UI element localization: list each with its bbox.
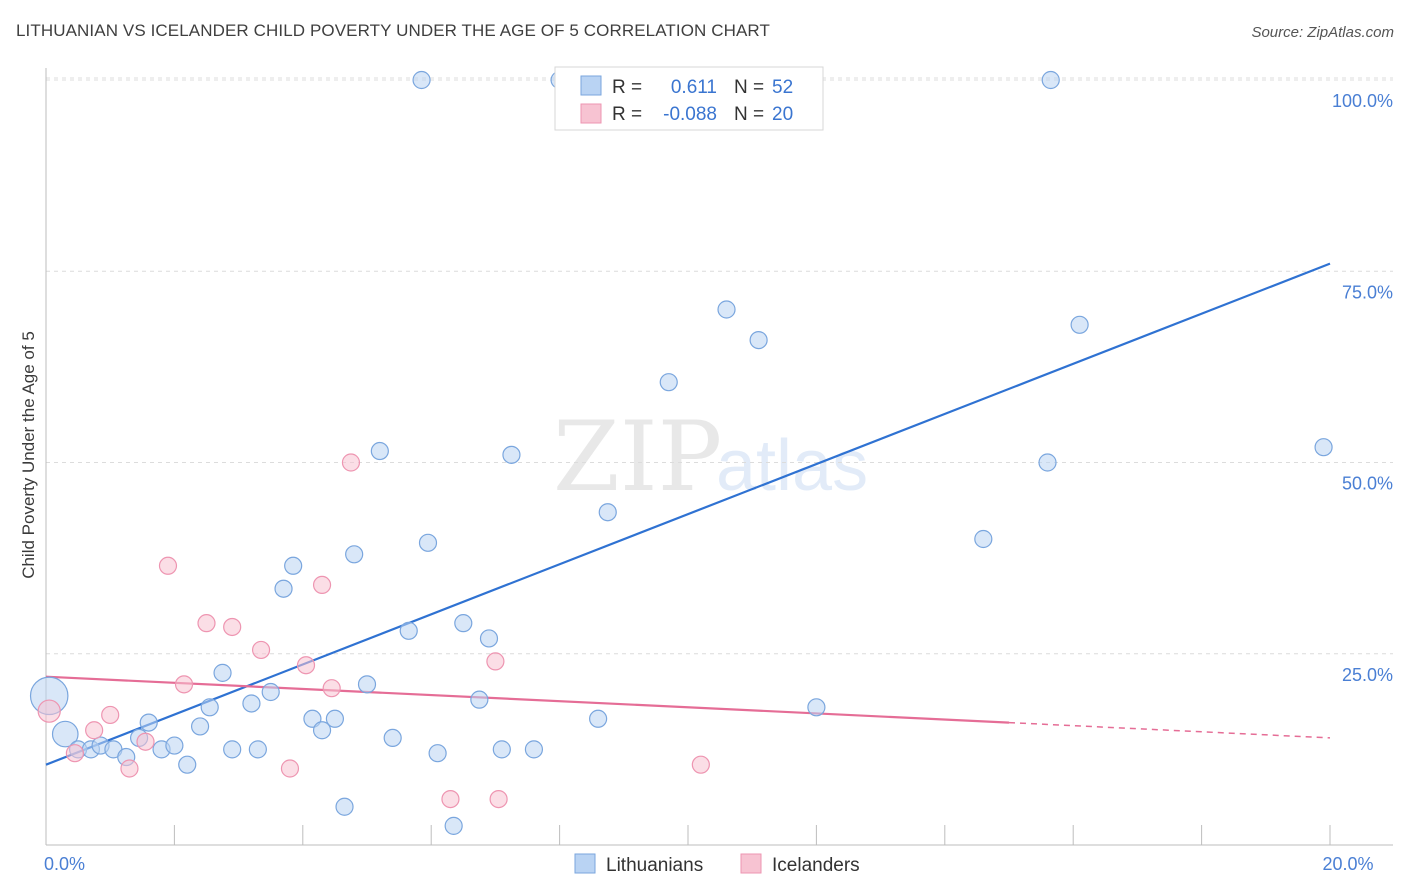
lithuanians-point-27 <box>370 441 389 461</box>
legend-r-value-1: 0.611 <box>671 77 717 98</box>
lithuanians-point-40 <box>589 709 608 728</box>
lithuanians-point-37 <box>502 445 521 464</box>
lithuanians-point-47 <box>1038 453 1057 472</box>
lithuanians-point-19 <box>274 579 293 598</box>
lithuanians-point-42 <box>659 373 678 392</box>
lithuanians-point-17 <box>248 740 267 759</box>
legend-r-value-2: -0.088 <box>663 104 717 125</box>
lithuanians-point-24 <box>335 797 354 816</box>
icelanders-point-14 <box>322 679 341 698</box>
series-legend-label-icelanders: Icelanders <box>772 855 860 876</box>
legend-n-value-2: 20 <box>772 104 793 125</box>
lithuanians-point-25 <box>345 545 364 564</box>
icelanders-point-9 <box>223 617 242 637</box>
lithuanians-point-28 <box>383 728 402 748</box>
lithuanians-point-34 <box>470 690 489 709</box>
scatter-points <box>29 70 1333 835</box>
trend-lines <box>45 262 1331 766</box>
legend-n-label-2: N = <box>734 104 764 125</box>
lithuanians-point-12 <box>190 717 210 736</box>
icelanders-point-17 <box>486 652 505 671</box>
grid <box>46 77 1393 655</box>
icelanders-point-13 <box>312 575 332 595</box>
icelanders-point-18 <box>489 789 508 809</box>
lithuanians-point-23 <box>325 709 344 728</box>
legend-n-label-1: N = <box>734 77 764 98</box>
lithuanians-point-18 <box>261 682 280 702</box>
lithuanians-point-1 <box>51 720 79 748</box>
stats-legend: R = 0.611 N = 52 R = -0.088 N = 20 <box>554 66 824 131</box>
lithuanians-point-38 <box>524 740 544 759</box>
y-tick-label-3: 100.0% <box>1332 91 1393 111</box>
series-legend-label-lithuanians: Lithuanians <box>606 855 703 876</box>
legend-swatch-lithuanians <box>580 75 602 96</box>
lithuanians-point-49 <box>1070 315 1089 334</box>
legend-n-value-1: 52 <box>772 77 793 98</box>
y-axis-label: Child Poverty Under the Age of 5 <box>19 331 38 579</box>
chart-title: LITHUANIAN VS ICELANDER CHILD POVERTY UN… <box>16 21 770 40</box>
y-tick-label-0: 25.0% <box>1342 665 1393 685</box>
lithuanians-point-41 <box>598 503 617 522</box>
legend-r-label-2: R = <box>612 104 642 125</box>
lithuanians-point-22 <box>312 721 332 740</box>
lithuanians-point-33 <box>454 614 473 633</box>
lithuanians-point-45 <box>807 698 826 717</box>
trend-line-lithuanians <box>45 262 1331 766</box>
series-legend: Lithuanians Icelanders <box>574 853 860 876</box>
lithuanians-point-51 <box>412 70 431 90</box>
lithuanians-point-50 <box>1314 438 1333 457</box>
lithuanians-point-8 <box>139 713 158 732</box>
icelanders-point-16 <box>441 789 460 809</box>
legend-swatch-icelanders <box>580 103 602 124</box>
trend-line-icelanders-extension <box>1008 721 1331 739</box>
icelanders-point-4 <box>120 759 139 778</box>
icelanders-point-6 <box>158 556 178 575</box>
legend-r-label-1: R = <box>612 77 642 98</box>
icelanders-point-2 <box>85 721 104 740</box>
watermark-zip: ZIP <box>553 401 722 513</box>
icelanders-point-0 <box>37 699 61 723</box>
lithuanians-point-10 <box>165 736 184 755</box>
x-tick-label-0: 0.0% <box>44 854 85 874</box>
lithuanians-point-13 <box>200 698 219 717</box>
lithuanians-point-43 <box>717 300 736 319</box>
icelanders-point-12 <box>296 656 316 675</box>
icelanders-point-5 <box>136 732 155 751</box>
lithuanians-point-48 <box>1041 70 1060 90</box>
icelanders-point-3 <box>101 705 120 725</box>
icelanders-point-7 <box>174 675 194 694</box>
y-tick-label-2: 75.0% <box>1342 282 1393 302</box>
series-legend-swatch-lithuanians <box>574 853 596 874</box>
lithuanians-point-20 <box>284 556 303 575</box>
lithuanians-point-11 <box>178 755 197 774</box>
icelanders-point-1 <box>65 744 84 763</box>
y-tick-label-1: 50.0% <box>1342 474 1393 494</box>
icelanders-point-10 <box>251 640 271 660</box>
x-tick-label-1: 20.0% <box>1322 854 1373 874</box>
lithuanians-point-32 <box>444 816 463 835</box>
icelanders-point-8 <box>197 614 216 633</box>
tick-labels: 25.0% 50.0% 75.0% 100.0% 0.0% 20.0% <box>44 91 1393 874</box>
source-label: Source: ZipAtlas.com <box>1251 24 1394 41</box>
lithuanians-point-16 <box>242 694 261 713</box>
lithuanians-point-15 <box>223 740 242 759</box>
lithuanians-point-35 <box>479 629 499 648</box>
trend-line-icelanders <box>45 675 1010 724</box>
icelanders-point-15 <box>341 453 361 472</box>
lithuanians-point-44 <box>749 331 768 350</box>
lithuanians-point-26 <box>357 675 377 694</box>
lithuanians-point-36 <box>492 740 511 759</box>
lithuanians-point-14 <box>213 663 232 682</box>
lithuanians-point-30 <box>418 533 438 552</box>
icelanders-point-11 <box>280 759 300 778</box>
watermark: ZIP atlas <box>553 401 868 513</box>
lithuanians-point-29 <box>399 621 418 640</box>
lithuanians-point-31 <box>428 744 447 763</box>
lithuanians-point-46 <box>974 529 993 549</box>
icelanders-point-19 <box>691 755 710 774</box>
series-legend-swatch-icelanders <box>740 853 762 874</box>
